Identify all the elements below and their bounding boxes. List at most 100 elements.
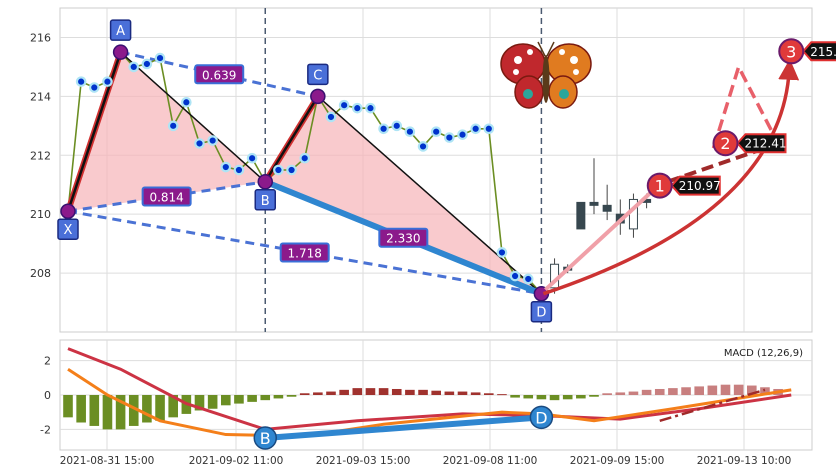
x-tick-label: 2021-09-08 11:00 — [443, 455, 538, 467]
price-point-marker — [75, 76, 87, 87]
price-point-marker — [378, 123, 389, 135]
ratio-label-box — [378, 227, 429, 248]
price-point-marker — [102, 76, 113, 87]
macd-histogram-bar — [681, 387, 691, 395]
macd-histogram-bar — [313, 392, 323, 395]
price-point-marker — [509, 270, 521, 282]
macd-histogram-bar — [510, 395, 520, 398]
macd-histogram-bar — [628, 391, 639, 395]
price-panel: 208 210 212 214 216 0.639 0.814 1.718 2.330 X A B C D… — [30, 7, 836, 333]
pattern-point-label: C — [313, 68, 322, 83]
price-point-marker — [181, 96, 192, 108]
x-tick-label: 2021-08-31 15:00 — [60, 455, 155, 467]
butterfly-logo — [500, 41, 592, 109]
ratio-dashed-line — [67, 180, 266, 213]
macd-histogram-bar — [273, 395, 284, 399]
price-point-marker — [496, 247, 508, 258]
pattern-point-marker — [310, 88, 326, 105]
macd-line — [67, 347, 792, 431]
price-y-tick-label: 216 — [30, 31, 51, 44]
target-path-1 — [544, 190, 654, 292]
macd-histogram-bar — [378, 388, 389, 395]
macd-histogram-bar — [247, 395, 257, 402]
x-tick-label: 2021-09-13 10:00 — [697, 455, 792, 467]
macd-histogram-bar — [733, 384, 744, 395]
macd-histogram-bar — [444, 391, 455, 395]
ratio-dashed-line — [120, 50, 319, 98]
zigzag-leg — [317, 95, 542, 295]
ratio-label-box — [194, 64, 245, 85]
signal-line — [67, 367, 792, 438]
pattern-point-label: X — [64, 223, 73, 238]
x-tick-label: 2021-09-02 11:00 — [189, 455, 284, 467]
target-value-text: 212.41 — [745, 137, 787, 151]
macd-histogram-bar — [641, 389, 652, 395]
price-point-marker — [89, 82, 100, 93]
pattern-point-label-box — [530, 300, 553, 323]
price-point-marker — [444, 132, 455, 143]
price-point-marker — [470, 123, 481, 135]
candle-body — [576, 201, 586, 230]
candle-body — [602, 204, 612, 212]
macd-histogram-bar — [747, 385, 757, 395]
macd-y-tick-label: 2 — [44, 355, 51, 368]
target-number: 3 — [786, 42, 796, 61]
ratio-label-text: 1.718 — [288, 246, 322, 260]
macd-point-label: B — [260, 429, 271, 448]
price-point-marker — [325, 111, 337, 123]
price-point-marker — [141, 58, 153, 70]
pattern-point-label: A — [116, 24, 125, 39]
pattern-point-label: B — [261, 194, 270, 209]
macd-histogram-bar — [470, 392, 481, 395]
macd-histogram-bar — [549, 395, 560, 401]
macd-histogram-bar — [63, 395, 73, 418]
pattern-point-marker — [257, 174, 273, 190]
target-circle — [646, 172, 673, 199]
macd-histogram-bar — [431, 390, 441, 395]
macd-histogram-bar — [89, 395, 100, 426]
macd-histogram-bar — [260, 395, 271, 401]
target-circle — [778, 38, 805, 65]
price-point-marker — [522, 273, 534, 285]
candle-body — [589, 201, 599, 206]
price-point-marker — [233, 164, 245, 176]
price-point-marker — [167, 120, 179, 132]
triangle-XAB — [68, 52, 266, 212]
price-y-tick-label: 212 — [30, 149, 51, 162]
price-y-tick-label: 210 — [30, 208, 51, 221]
macd-histogram-bar — [589, 395, 599, 397]
macd-histogram-bar — [221, 395, 231, 406]
macd-histogram-bar — [286, 395, 297, 397]
price-point-marker — [299, 152, 310, 164]
pattern-point-label-box — [254, 189, 276, 211]
price-point-marker — [391, 120, 403, 132]
macd-histogram-bar — [155, 395, 165, 421]
price-y-tick-label: 208 — [30, 267, 51, 280]
ratio-label-text: 2.330 — [386, 232, 420, 246]
triangle-BCD — [265, 96, 542, 294]
macd-histogram-bar — [128, 395, 139, 426]
macd-y-tick-label: -2 — [40, 423, 51, 436]
macd-histogram-bar — [457, 391, 468, 395]
macd-histogram-bar — [418, 389, 428, 395]
macd-histogram-bar — [654, 388, 665, 395]
macd-point-label: D — [535, 408, 547, 427]
x-tick-label: 2021-09-03 15:00 — [316, 455, 411, 467]
macd-histogram-bar — [615, 392, 626, 395]
price-point-marker — [194, 138, 205, 149]
macd-histogram-bar — [365, 388, 376, 395]
pattern-point-label-box — [109, 19, 132, 41]
macd-bd-line — [265, 414, 542, 441]
macd-histogram-bar — [299, 393, 310, 395]
price-point-marker — [338, 99, 350, 111]
ratio-label-text: 0.639 — [202, 68, 236, 82]
macd-histogram-bar — [720, 384, 731, 395]
macd-histogram-bar — [352, 388, 363, 395]
target-value-box — [801, 41, 836, 62]
price-point-marker — [207, 135, 218, 146]
macd-histogram-bar — [339, 389, 349, 395]
pattern-point-marker — [60, 203, 76, 219]
pattern-point-label: D — [536, 306, 546, 321]
macd-histogram-bar — [707, 385, 718, 395]
price-y-tick-label: 214 — [30, 90, 51, 103]
